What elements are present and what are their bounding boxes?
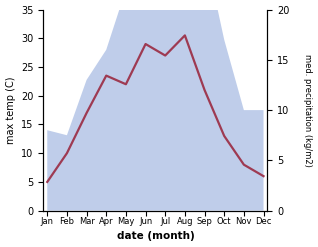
X-axis label: date (month): date (month) [116,231,194,242]
Y-axis label: max temp (C): max temp (C) [5,76,16,144]
Y-axis label: med. precipitation (kg/m2): med. precipitation (kg/m2) [303,54,313,166]
